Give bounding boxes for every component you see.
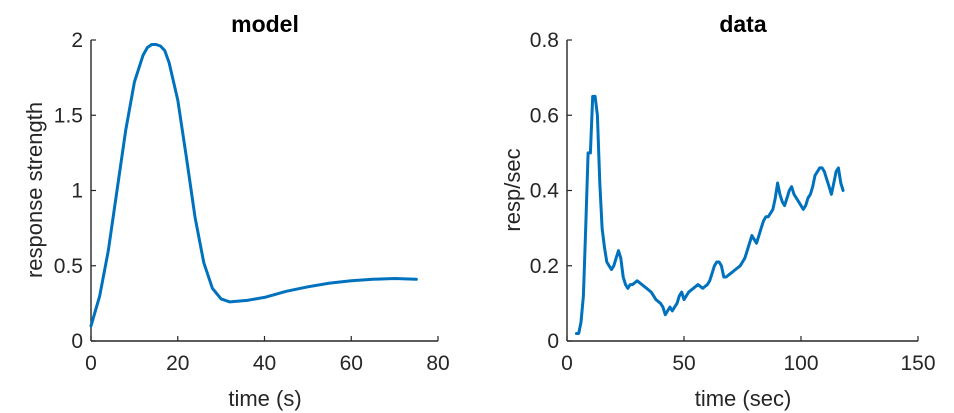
data-y-ticks: 0 0.2 0.4 0.6 0.8 (530, 29, 572, 353)
data-y-tick-label: 0 (547, 330, 559, 353)
model-y-tick-label: 2 (71, 29, 83, 52)
model-y-tick-label: 0.5 (54, 255, 83, 278)
data-panel: data 00.20.40.60.8 0 50 100 150 time (sec) … (500, 11, 936, 411)
data-x-tick-label: 50 (672, 352, 695, 375)
data-title: data (719, 11, 767, 37)
model-x-label: time (s) (228, 386, 301, 411)
model-y-ticks: 0 0.5 1 1.5 2 (54, 29, 96, 353)
data-x-label: time (sec) (695, 386, 792, 411)
data-series-line (574, 94, 845, 335)
data-y-tick-label: 0.6 (530, 104, 559, 127)
model-y-tick-label: 1 (71, 180, 83, 203)
model-x-tick-label: 80 (426, 352, 449, 375)
model-x-tick-label: 40 (253, 352, 276, 375)
data-y-label: resp/sec (500, 148, 525, 231)
data-x-tick-label: 150 (900, 352, 935, 375)
model-series-line (89, 43, 418, 328)
model-x-tick-label: 60 (340, 352, 363, 375)
data-x-tick-label: 0 (561, 352, 573, 375)
data-y-tick-label: 0.2 (530, 255, 559, 278)
model-y-tick-label: 0 (71, 330, 83, 353)
model-y-label: response strength (22, 102, 47, 278)
data-x-ticks: 0 50 100 150 (561, 336, 936, 375)
model-x-ticks: 0 20 40 60 80 (85, 336, 450, 375)
data-x-tick-label: 100 (783, 352, 818, 375)
data-y-tick-label: 0.4 (530, 180, 560, 203)
model-x-tick-label: 20 (166, 352, 189, 375)
model-panel: model 0 0.5 1 1.5 2 0 20 40 60 80 time (s) respo… (22, 11, 450, 411)
model-title: model (231, 11, 299, 37)
data-y-tick-label: 0.8 (530, 29, 559, 52)
model-x-tick-label: 0 (85, 352, 97, 375)
model-y-tick-label: 1.5 (54, 104, 83, 127)
